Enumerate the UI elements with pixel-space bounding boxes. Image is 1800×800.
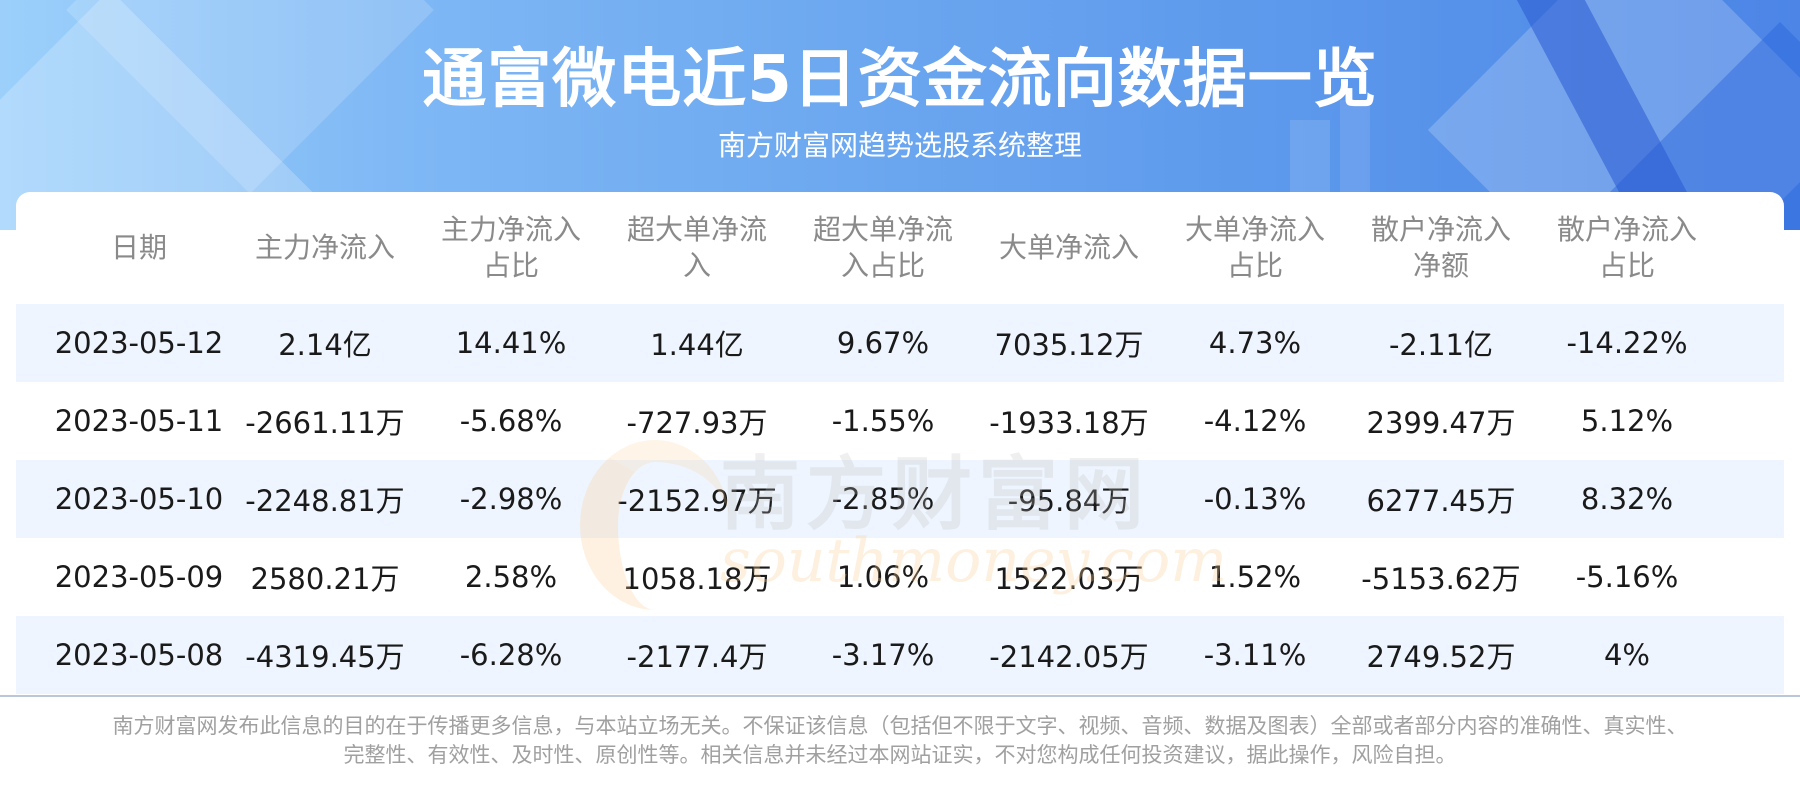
data-table-card: 日期 主力净流入 主力净流入 占比 超大单净流入超大单净流 入占比 大单净流入 大单净流入 占比… [16, 192, 1784, 695]
value-cell: 1522.03万 [994, 562, 1144, 596]
value-cell: -1933.18万 [989, 406, 1149, 440]
date-cell: 2023-05-11 [54, 404, 224, 438]
value-cell: -5153.62万 [1361, 562, 1521, 596]
value-cell: -1.55% [831, 404, 935, 438]
column-header-line: 入占比 [840, 249, 925, 282]
value-cell: -2.85% [831, 482, 935, 516]
value-cell: 4.73% [1208, 326, 1302, 360]
column-header-line: 占比 [1226, 249, 1283, 282]
column-header-label: 日期 [111, 230, 167, 266]
column-header: 超大单净流入 [604, 208, 790, 288]
value-cell: 2.14亿 [278, 328, 372, 362]
table-row: 2023-05-09 2580.21万 2.58% 1058.18万 1.06% 1522… [16, 538, 1784, 616]
value-cell: -2661.11万 [245, 406, 405, 440]
value-cell: -2.11亿 [1388, 328, 1494, 362]
date-cell: 2023-05-08 [54, 638, 224, 672]
value-cell: -95.84万 [1007, 484, 1131, 518]
column-header: 主力净流入 占比 [418, 208, 604, 288]
header-banner: 通富微电近5日资金流向数据一览 南方财富网趋势选股系统整理 [0, 0, 1800, 230]
divider [0, 695, 1800, 697]
value-cell: 4% [1603, 638, 1650, 672]
disclaimer: 南方财富网发布此信息的目的在于传播更多信息，与本站立场无关。不保证该信息（包括但… [60, 712, 1740, 770]
column-header-line: 入 [682, 249, 711, 282]
table-row: 2023-05-08 -4319.45万 -6.28% -2177.4万 -3.17% -… [16, 616, 1784, 694]
column-header: 大单净流入 占比 [1162, 208, 1348, 288]
value-cell: 2.58% [464, 560, 558, 594]
value-cell: 14.41% [455, 326, 567, 360]
date-cell: 2023-05-10 [54, 482, 224, 516]
value-cell: 1.52% [1208, 560, 1302, 594]
column-header-line: 超大单净流 [626, 213, 767, 246]
column-header-line: 主力净流入 [254, 231, 395, 264]
column-header-label: 超大单净流 入占比 [813, 212, 953, 284]
value-cell: 1.06% [836, 560, 930, 594]
value-cell: -2152.97万 [617, 484, 777, 518]
value-cell: 2580.21万 [250, 562, 400, 596]
column-header-line: 散户净流入 [1556, 213, 1697, 246]
table-row: 2023-05-10 -2248.81万 -2.98% -2152.97万 -2.85%… [16, 460, 1784, 538]
column-header: 超大单净流 入占比 [790, 208, 976, 288]
decor-shape [1340, 100, 1370, 210]
column-header-label: 超大单净流入 [627, 212, 767, 284]
table-header: 日期 主力净流入 主力净流入 占比 超大单净流入超大单净流 入占比 大单净流入 大单净流入 占比… [16, 208, 1784, 288]
value-cell: -2248.81万 [245, 484, 405, 518]
column-header-line: 超大单净流 [812, 213, 953, 246]
column-header-line: 占比 [482, 249, 539, 282]
value-cell: -727.93万 [626, 406, 768, 440]
column-header: 散户净流入 净额 [1348, 208, 1534, 288]
date-cell: 2023-05-09 [54, 560, 224, 594]
value-cell: 1058.18万 [622, 562, 772, 596]
column-header-line: 大单净流入 [1184, 213, 1325, 246]
value-cell: 5.12% [1580, 404, 1674, 438]
value-cell: -5.68% [459, 404, 563, 438]
page-title: 通富微电近5日资金流向数据一览 [422, 43, 1378, 117]
value-cell: -5.16% [1575, 560, 1679, 594]
value-cell: 2399.47万 [1366, 406, 1516, 440]
value-cell: -6.28% [459, 638, 563, 672]
value-cell: -2177.4万 [626, 640, 768, 674]
value-cell: -4319.45万 [245, 640, 405, 674]
column-header-label: 大单净流入 [999, 230, 1139, 266]
table-row: 2023-05-12 2.14亿 14.41% 1.44亿 9.67% 7035.12万 4… [16, 304, 1784, 382]
column-header-line: 日期 [110, 231, 167, 264]
column-header-line: 大单净流入 [998, 231, 1139, 264]
disclaimer-line-1: 南方财富网发布此信息的目的在于传播更多信息，与本站立场无关。不保证该信息（包括但… [112, 714, 1688, 738]
column-header: 大单净流入 [976, 208, 1162, 288]
disclaimer-line-2: 完整性、有效性、及时性、原创性等。相关信息并未经过本网站证实，不对您构成任何投资… [343, 743, 1457, 767]
column-header-line: 散户净流入 [1370, 213, 1511, 246]
value-cell: -2142.05万 [989, 640, 1149, 674]
value-cell: 2749.52万 [1366, 640, 1516, 674]
value-cell: 9.67% [836, 326, 930, 360]
page-subtitle: 南方财富网趋势选股系统整理 [717, 129, 1082, 162]
column-header-label: 主力净流入 [255, 230, 395, 266]
table-row: 2023-05-11 -2661.11万 -5.68% -727.93万 -1.55% -… [16, 382, 1784, 460]
value-cell: -14.22% [1566, 326, 1688, 360]
value-cell: -3.11% [1203, 638, 1307, 672]
value-cell: -4.12% [1203, 404, 1307, 438]
column-header-line: 净额 [1412, 249, 1469, 282]
column-header: 日期 [46, 208, 232, 288]
column-header: 主力净流入 [232, 208, 418, 288]
value-cell: 6277.45万 [1366, 484, 1516, 518]
value-cell: 8.32% [1580, 482, 1674, 516]
column-header-label: 散户净流入 占比 [1557, 212, 1697, 284]
value-cell: -2.98% [459, 482, 563, 516]
column-header-label: 主力净流入 占比 [441, 212, 581, 284]
column-header-label: 散户净流入 净额 [1371, 212, 1511, 284]
value-cell: -0.13% [1203, 482, 1307, 516]
value-cell: 7035.12万 [994, 328, 1144, 362]
date-cell: 2023-05-12 [54, 326, 224, 360]
column-header-line: 占比 [1598, 249, 1655, 282]
column-header-line: 主力净流入 [440, 213, 581, 246]
value-cell: -3.17% [831, 638, 935, 672]
column-header-label: 大单净流入 占比 [1185, 212, 1325, 284]
column-header: 散户净流入 占比 [1534, 208, 1720, 288]
value-cell: 1.44亿 [650, 328, 744, 362]
